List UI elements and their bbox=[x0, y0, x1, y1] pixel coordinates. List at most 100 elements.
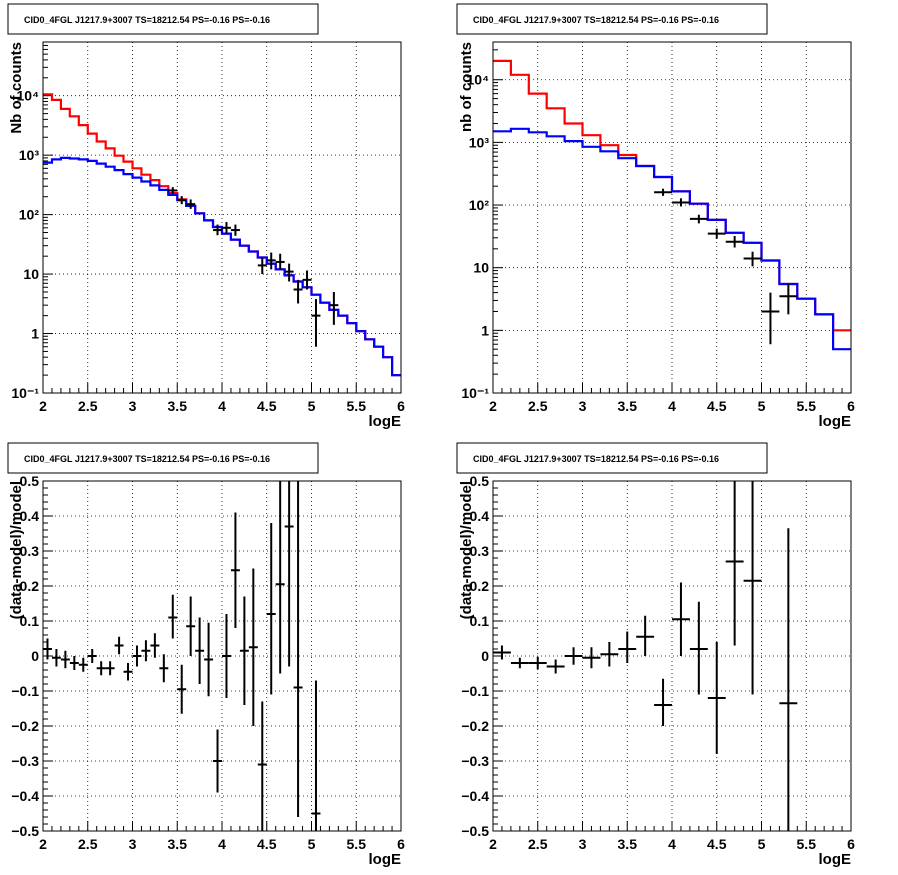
x-tick-label: 5.5 bbox=[797, 836, 817, 852]
y-tick-label: 10² bbox=[19, 207, 40, 223]
y-tick-label: 10 bbox=[473, 260, 489, 276]
x-tick-label: 5 bbox=[308, 836, 316, 852]
x-tick-label: 5 bbox=[758, 836, 766, 852]
chart-title: CID0_4FGL J1217.9+3007 TS=18212.54 PS=-0… bbox=[24, 15, 270, 25]
y-tick-label: 0.3 bbox=[20, 543, 40, 559]
top-right-counts-panel: CID0_4FGL J1217.9+3007 TS=18212.54 PS=-0… bbox=[456, 3, 855, 430]
data-point bbox=[177, 196, 187, 205]
data-point bbox=[284, 263, 294, 282]
data-point bbox=[222, 614, 231, 698]
data-point bbox=[689, 601, 708, 695]
title-box bbox=[7, 3, 319, 35]
data-point bbox=[284, 481, 294, 667]
y-tick-label: 1 bbox=[481, 322, 489, 338]
data-point bbox=[248, 568, 258, 726]
data-point bbox=[114, 636, 124, 655]
x-tick-label: 2 bbox=[489, 398, 497, 414]
y-tick-label: 10³ bbox=[469, 134, 490, 150]
data-point bbox=[311, 680, 321, 831]
y-tick-label: −0.2 bbox=[461, 718, 489, 734]
y-tick-label: 1 bbox=[31, 326, 39, 342]
title-box bbox=[7, 442, 319, 474]
data-point bbox=[150, 633, 160, 658]
y-tick-label: 0.1 bbox=[470, 613, 490, 629]
data-point bbox=[43, 638, 52, 660]
plot-frame bbox=[492, 480, 852, 832]
x-tick-label: 4.5 bbox=[257, 398, 277, 414]
data-point bbox=[779, 283, 798, 315]
y-tick-label: 0.2 bbox=[20, 578, 40, 594]
data-point bbox=[96, 661, 106, 676]
y-axis-title: nb of counts bbox=[458, 42, 475, 132]
x-tick-label: 3 bbox=[129, 836, 137, 852]
x-tick-label: 6 bbox=[397, 398, 405, 414]
data-point bbox=[257, 701, 267, 831]
x-tick-label: 2.5 bbox=[78, 398, 98, 414]
y-tick-label: −0.2 bbox=[11, 718, 39, 734]
y-tick-label: −0.5 bbox=[461, 823, 489, 839]
x-tick-label: 2 bbox=[489, 836, 497, 852]
bottom-left-residual-panel: CID0_4FGL J1217.9+3007 TS=18212.54 PS=-0… bbox=[7, 442, 405, 868]
data-point bbox=[302, 270, 312, 290]
x-tick-label: 4 bbox=[218, 836, 226, 852]
y-tick-label: 0.2 bbox=[470, 578, 490, 594]
x-tick-label: 5 bbox=[308, 398, 316, 414]
data-point bbox=[123, 663, 133, 681]
data-point bbox=[239, 596, 249, 705]
data-point bbox=[230, 224, 240, 236]
x-tick-label: 6 bbox=[847, 398, 855, 414]
x-tick-label: 5.5 bbox=[797, 398, 817, 414]
x-tick-label: 3.5 bbox=[168, 398, 188, 414]
data-point bbox=[600, 642, 619, 667]
plot-frame bbox=[492, 41, 852, 394]
x-tick-label: 2.5 bbox=[78, 836, 98, 852]
y-tick-label: 0.5 bbox=[20, 473, 40, 489]
data-point bbox=[195, 617, 205, 684]
y-tick-label: 10⁴ bbox=[17, 88, 40, 104]
y-tick-label: 0 bbox=[31, 648, 39, 664]
x-tick-label: 2.5 bbox=[528, 398, 548, 414]
y-tick-label: −0.3 bbox=[461, 753, 489, 769]
y-tick-label: −0.5 bbox=[11, 823, 39, 839]
data-point bbox=[87, 649, 97, 663]
data-point bbox=[672, 198, 690, 207]
y-tick-label: 10⁻¹ bbox=[11, 385, 39, 401]
y-tick-label: 10 bbox=[23, 266, 39, 282]
data-point bbox=[654, 188, 672, 196]
data-point bbox=[213, 729, 222, 793]
data-point bbox=[105, 661, 115, 676]
y-tick-label: 0 bbox=[481, 648, 489, 664]
x-tick-label: 5.5 bbox=[347, 836, 367, 852]
y-tick-label: 0.1 bbox=[20, 613, 40, 629]
data-point bbox=[761, 292, 780, 345]
y-tick-label: 10⁴ bbox=[467, 72, 490, 88]
y-tick-label: 10² bbox=[469, 197, 490, 213]
y-tick-label: −0.1 bbox=[11, 683, 39, 699]
x-axis-title: logE bbox=[819, 413, 852, 430]
data-point bbox=[725, 481, 744, 646]
title-box bbox=[456, 3, 768, 35]
y-tick-label: 0.4 bbox=[20, 508, 40, 524]
data-point bbox=[293, 279, 303, 304]
data-point bbox=[564, 647, 583, 665]
x-tick-label: 2 bbox=[39, 398, 47, 414]
y-axis-title: Nb of counts bbox=[8, 42, 25, 134]
x-tick-label: 4 bbox=[668, 398, 676, 414]
data-point bbox=[707, 642, 726, 754]
plot-frame bbox=[42, 41, 402, 394]
y-axis-title: (data-model)/model bbox=[458, 481, 475, 619]
data-point bbox=[510, 657, 529, 669]
x-tick-label: 4 bbox=[668, 836, 676, 852]
y-tick-label: −0.4 bbox=[11, 788, 39, 804]
data-point bbox=[60, 650, 70, 669]
data-point bbox=[222, 222, 231, 234]
data-point bbox=[275, 481, 285, 674]
x-tick-label: 3.5 bbox=[618, 398, 638, 414]
data-point bbox=[672, 582, 690, 656]
data-point bbox=[493, 645, 511, 660]
data-point bbox=[743, 481, 762, 695]
y-tick-label: −0.1 bbox=[461, 683, 489, 699]
data-point bbox=[78, 657, 88, 672]
y-tick-label: 10⁻¹ bbox=[461, 385, 489, 401]
x-axis-title: logE bbox=[369, 851, 402, 868]
